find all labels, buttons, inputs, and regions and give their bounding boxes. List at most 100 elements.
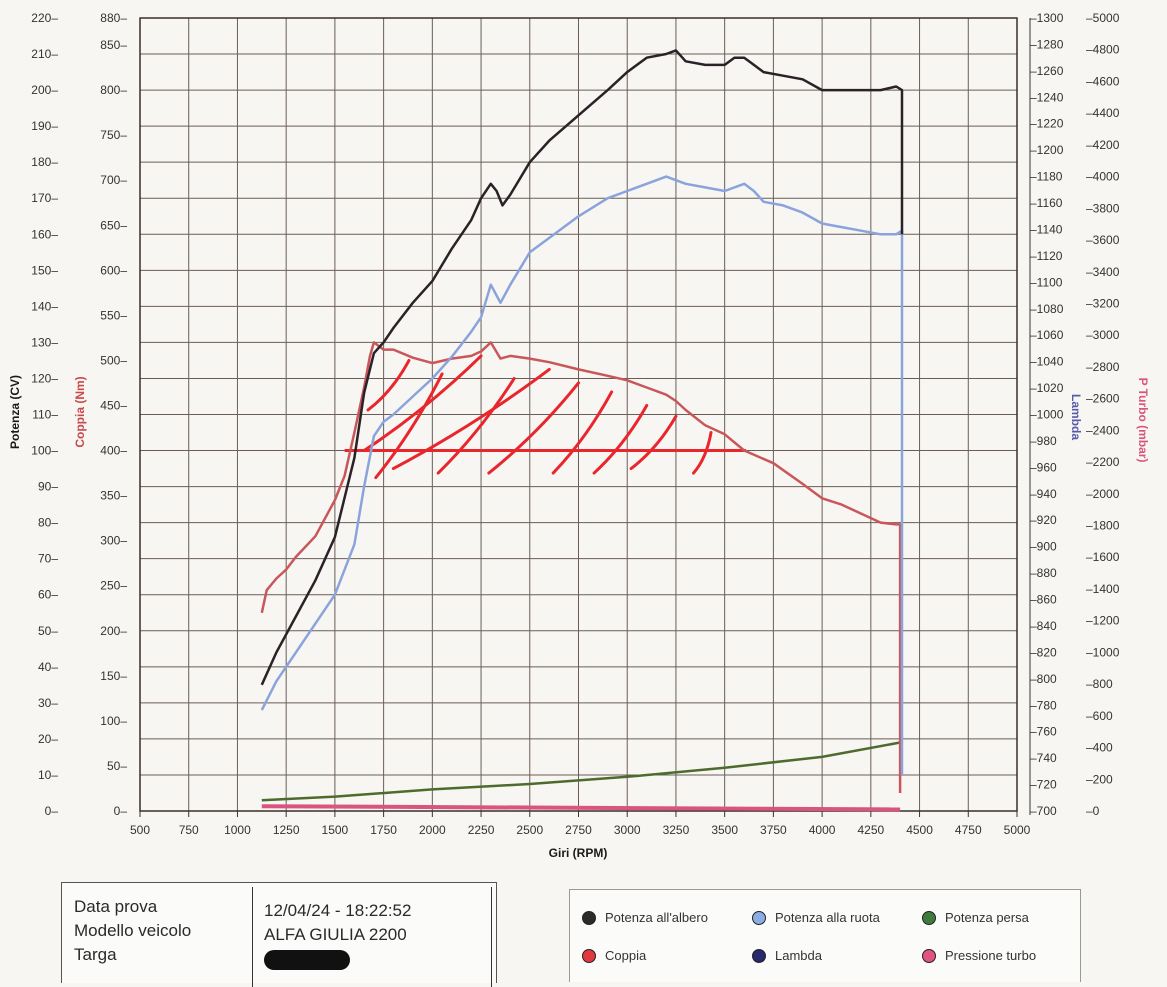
svg-text:100–: 100– xyxy=(31,444,58,458)
svg-text:160–: 160– xyxy=(31,227,58,241)
legend-dot-icon xyxy=(752,910,766,925)
svg-text:–1240: –1240 xyxy=(1030,90,1064,104)
svg-text:200–: 200– xyxy=(100,624,127,638)
svg-text:3000: 3000 xyxy=(614,823,641,837)
legend-item-shaft-power: Potenza all'albero xyxy=(582,910,708,925)
svg-text:350–: 350– xyxy=(100,489,127,503)
svg-text:50–: 50– xyxy=(107,759,127,773)
svg-text:–4800: –4800 xyxy=(1086,43,1120,57)
svg-text:550–: 550– xyxy=(100,308,127,322)
svg-text:2000: 2000 xyxy=(419,823,446,837)
svg-text:450–: 450– xyxy=(100,398,127,412)
legend-label: Potenza persa xyxy=(945,910,1029,925)
svg-text:–2200: –2200 xyxy=(1086,455,1120,469)
legend-dot-icon xyxy=(922,910,936,925)
svg-text:300–: 300– xyxy=(100,534,127,548)
svg-text:–400: –400 xyxy=(1086,741,1113,755)
svg-text:80–: 80– xyxy=(38,516,58,530)
torque-axis-title: Coppia (Nm) xyxy=(73,376,87,447)
info-values: 12/04/24 - 18:22:52 ALFA GIULIA 2200 xyxy=(264,899,411,971)
svg-text:–1160: –1160 xyxy=(1030,196,1063,210)
svg-text:1250: 1250 xyxy=(273,823,300,837)
svg-text:–1000: –1000 xyxy=(1086,645,1120,659)
torque-axis-ticks: 0– 50– 100– 150– 200– 250– 300– 350– 400– 450– 500… xyxy=(100,11,127,818)
svg-text:–5000: –5000 xyxy=(1086,11,1120,25)
svg-text:–800: –800 xyxy=(1030,672,1057,686)
svg-text:850–: 850– xyxy=(100,38,127,52)
info-border xyxy=(491,887,492,987)
info-value-plate xyxy=(264,947,411,971)
svg-text:–920: –920 xyxy=(1030,513,1057,527)
legend-dot-icon xyxy=(582,910,596,925)
series-line xyxy=(260,341,902,793)
svg-text:–2000: –2000 xyxy=(1086,487,1120,501)
svg-text:–600: –600 xyxy=(1086,709,1113,723)
svg-text:–1200: –1200 xyxy=(1030,143,1064,157)
svg-text:500–: 500– xyxy=(100,353,127,367)
info-label-date: Data prova xyxy=(74,897,158,916)
svg-text:200–: 200– xyxy=(31,83,58,97)
svg-text:40–: 40– xyxy=(38,660,58,674)
svg-text:400–: 400– xyxy=(100,444,127,458)
svg-text:800–: 800– xyxy=(100,83,127,97)
info-label-model: Modello veicolo xyxy=(74,921,192,940)
svg-text:–3200: –3200 xyxy=(1086,296,1120,310)
svg-text:–3600: –3600 xyxy=(1086,233,1120,247)
test-info-panel: Data prova Modello veicolo Targa 12/04/2… xyxy=(61,882,497,987)
svg-text:30–: 30– xyxy=(38,696,58,710)
svg-text:–1260: –1260 xyxy=(1030,64,1064,78)
svg-text:4250: 4250 xyxy=(857,823,884,837)
svg-text:3750: 3750 xyxy=(760,823,787,837)
svg-text:0–: 0– xyxy=(45,804,59,818)
svg-text:–840: –840 xyxy=(1030,619,1057,633)
svg-text:–720: –720 xyxy=(1030,778,1057,792)
svg-text:–200: –200 xyxy=(1086,772,1113,786)
svg-text:–1080: –1080 xyxy=(1030,302,1064,316)
svg-text:120–: 120– xyxy=(31,371,58,385)
svg-text:–1600: –1600 xyxy=(1086,550,1120,564)
svg-text:190–: 190– xyxy=(31,119,58,133)
svg-text:–4400: –4400 xyxy=(1086,106,1120,120)
svg-text:150–: 150– xyxy=(100,669,127,683)
svg-text:10–: 10– xyxy=(38,768,58,782)
turbo-axis-ticks: –0 –200 –400 –600 –800 –1000 –1200 –1400 –1600 –1… xyxy=(1086,11,1120,818)
legend-dot-icon xyxy=(582,948,596,963)
legend-label: Pressione turbo xyxy=(945,948,1037,963)
svg-text:–940: –940 xyxy=(1030,487,1057,501)
svg-text:250–: 250– xyxy=(100,579,127,593)
rpm-axis-ticks: 500 750 1000 1250 1500 1750 2000 2250 2500 2750 30… xyxy=(130,811,1031,837)
legend-dot-icon xyxy=(922,948,936,963)
series-line xyxy=(260,175,904,775)
legend: Potenza all'albero Potenza alla ruota Po… xyxy=(569,889,1081,982)
info-labels: Data prova Modello veicolo Targa xyxy=(74,895,191,967)
svg-text:–900: –900 xyxy=(1030,540,1057,554)
svg-text:100–: 100– xyxy=(100,714,127,728)
info-label-plate: Targa xyxy=(74,945,117,964)
redacted-plate xyxy=(264,949,350,970)
svg-text:1500: 1500 xyxy=(322,823,349,837)
svg-text:–1180: –1180 xyxy=(1030,170,1063,184)
svg-text:50–: 50– xyxy=(38,624,58,638)
svg-text:70–: 70– xyxy=(38,552,58,566)
svg-text:–3000: –3000 xyxy=(1086,328,1120,342)
svg-text:–800: –800 xyxy=(1086,677,1113,691)
dyno-chart: 0– 10– 20– 30– 40– 50– 60– 70– 80– 90– 100– 110– 120… xyxy=(8,11,1150,860)
svg-text:5000: 5000 xyxy=(1004,823,1031,837)
svg-text:750: 750 xyxy=(179,823,199,837)
svg-text:170–: 170– xyxy=(31,191,58,205)
svg-text:3500: 3500 xyxy=(711,823,738,837)
svg-text:–1220: –1220 xyxy=(1030,117,1064,131)
svg-text:600–: 600– xyxy=(100,263,127,277)
svg-text:–4000: –4000 xyxy=(1086,170,1120,184)
turbo-axis-title: P Turbo (mbar) xyxy=(1136,378,1150,463)
svg-text:–960: –960 xyxy=(1030,460,1057,474)
svg-text:4500: 4500 xyxy=(906,823,933,837)
svg-text:–820: –820 xyxy=(1030,645,1057,659)
svg-text:20–: 20– xyxy=(38,732,58,746)
svg-text:–1120: –1120 xyxy=(1030,249,1063,263)
svg-text:–1800: –1800 xyxy=(1086,519,1120,533)
lambda-axis-title: Lambda xyxy=(1069,394,1083,440)
grid-lines xyxy=(139,17,1031,815)
svg-text:1000: 1000 xyxy=(224,823,251,837)
legend-label: Potenza all'albero xyxy=(605,910,708,925)
